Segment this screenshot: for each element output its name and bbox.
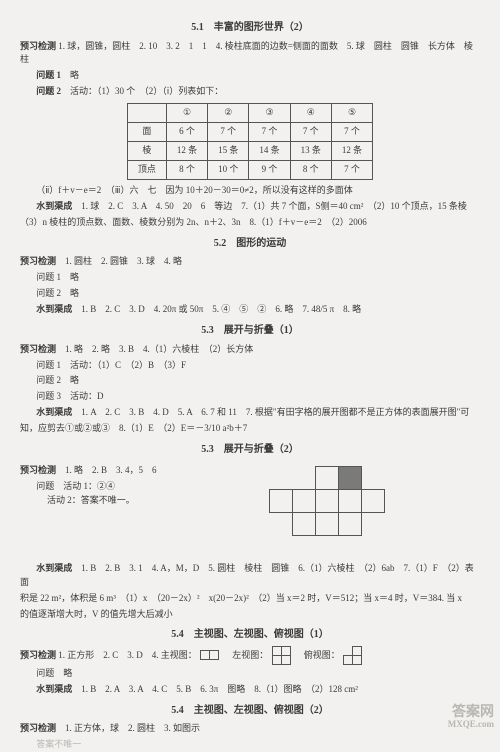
after-table-5-1: （ⅱ）f＋v－e＝2 （ⅲ）六 七 因为 10＋20－30＝0≠2，所以没有这样…: [20, 184, 480, 198]
section-title-5-4b: 5.4 主视图、左视图、俯视图（2）: [20, 703, 480, 719]
q2-5-2: 问题 2 略: [20, 287, 480, 301]
table-header: ②: [208, 104, 249, 123]
shui-5-4a: 水到渠成 1. B 2. A 3. A 4. C 5. B 6. 3π 图略 8…: [20, 683, 480, 697]
shui-5-3a-2: 知，应剪去①或②或③ 8.（1）E （2）E＝－3/10 a²b＋7: [20, 422, 480, 436]
watermark-line2: MXQE.com: [448, 720, 494, 730]
section-title-5-2: 5.2 图形的运动: [20, 236, 480, 252]
shui-text-1: 1. 球 2. C 3. A 4. 50 20 6 等边 7.（1）共 7 个面…: [81, 201, 467, 211]
pretest-text: 1. 正方体，球 2. 圆柱 3. 如图示: [65, 723, 200, 733]
pretest-lead: 1. 正方形 2. C 3. D 4. 主视图：: [58, 650, 197, 660]
q2-label: 问题 2: [36, 86, 61, 96]
table-header-row: ① ② ③ ④ ⑤: [127, 104, 372, 123]
shui-label: 水到渠成: [36, 407, 72, 417]
table-header: ④: [290, 104, 331, 123]
section-title-5-3b: 5.3 展开与折叠（2）: [20, 442, 480, 458]
shui-5-3b-1: 水到渠成 1. B 2. B 3. 1 4. A，M，D 5. 圆柱 棱柱 圆锥…: [20, 562, 480, 590]
pretest-label: 预习检测: [20, 256, 56, 266]
shui-label: 水到渠成: [36, 684, 72, 694]
q1-5-2: 问题 1 略: [20, 271, 480, 285]
q-5-4a: 问题 略: [20, 667, 480, 681]
q2-text: 活动：（1）30 个 （2）（ⅰ）列表如下：: [70, 86, 223, 96]
shui-5-3b-2: 积是 22 m²，体积是 6 m³ （1）x （20－2x）² x(20－2x)…: [20, 592, 480, 606]
section-title-5-1: 5.1 丰富的图形世界（2）: [20, 20, 480, 36]
pretest-label: 预习检测: [20, 650, 56, 660]
pretest-5-2: 预习检测 1. 圆柱 2. 圆锥 3. 球 4. 略: [20, 255, 480, 269]
net-diagram: [269, 466, 389, 556]
left-view-label: 左视图：: [223, 650, 268, 660]
q1-label: 问题 1: [36, 70, 61, 80]
table-header: ⑤: [331, 104, 372, 123]
pretest-5-3a: 预习检测 1. 略 2. 略 3. B 4.（1）六棱柱 （2）长方体: [20, 343, 480, 357]
shui-label: 水到渠成: [36, 201, 72, 211]
pretest-text: 1. 球，圆锥，圆柱 2. 10 3. 2 1 1 4. 棱柱底面的边数=侧面的…: [20, 41, 473, 65]
table-row: 棱12 条15 条14 条13 条12 条: [127, 142, 372, 161]
pretest-label: 预习检测: [20, 723, 56, 733]
pretest-5-1: 预习检测 1. 球，圆锥，圆柱 2. 10 3. 2 1 1 4. 棱柱底面的边…: [20, 40, 480, 68]
table-header: ①: [166, 104, 207, 123]
q3-5-3a: 问题 3 活动：D: [20, 390, 480, 404]
polyhedron-table: ① ② ③ ④ ⑤ 面6 个7 个7 个7 个7 个 棱12 条15 条14 条…: [127, 103, 373, 180]
top-view-icon: [344, 647, 362, 665]
q1-5-3a: 问题 1 活动：（1）C （2）B （3）F: [20, 359, 480, 373]
shui-5-3a-1: 水到渠成 1. A 2. C 3. B 4. D 5. A 6. 7 和 11 …: [20, 406, 480, 420]
shui-5-1-line1: 水到渠成 1. 球 2. C 3. A 4. 50 20 6 等边 7.（1）共…: [20, 200, 480, 214]
pretest-5-4a: 预习检测 1. 正方形 2. C 3. D 4. 主视图： 左视图： 俯视图：: [20, 647, 480, 665]
shui-5-3b-3: 的值逐渐增大时，V 的值先增大后减小: [20, 608, 480, 622]
pretest-5-4b: 预习检测 1. 正方体，球 2. 圆柱 3. 如图示: [20, 722, 480, 736]
table-row: 面6 个7 个7 个7 个7 个: [127, 123, 372, 142]
section-title-5-3a: 5.3 展开与折叠（1）: [20, 323, 480, 339]
shui-5-1-line2: （3）n 棱柱的顶点数、面数、棱数分别为 2n、n＋2、3n 8.（1）f＋v－…: [20, 216, 480, 230]
table-header: ③: [249, 104, 290, 123]
pretest-5-3b: 预习检测 1. 略 2. B 3. 4，5 6: [20, 464, 170, 478]
pretest-label: 预习检测: [20, 41, 56, 51]
pretest-text: 1. 略 2. 略 3. B 4.（1）六棱柱 （2）长方体: [65, 344, 253, 354]
pretest-label: 预习检测: [20, 465, 56, 475]
main-view-icon: [201, 651, 219, 660]
watermark: 答案网 MXQE.com: [448, 705, 494, 730]
shui-text: 1. B 2. A 3. A 4. C 5. B 6. 3π 图略 8.（1）图…: [81, 684, 358, 694]
section-title-5-4a: 5.4 主视图、左视图、俯视图（1）: [20, 627, 480, 643]
q1-text: 略: [70, 70, 79, 80]
shui-text-1: 1. B 2. B 3. 1 4. A，M，D 5. 圆柱 棱柱 圆锥 6.（1…: [20, 563, 474, 587]
shui-label: 水到渠成: [36, 304, 72, 314]
q2-5-1: 问题 2 活动：（1）30 个 （2）（ⅰ）列表如下：: [20, 85, 480, 99]
shui-text-1: 1. A 2. C 3. B 4. D 5. A 6. 7 和 11 7. 根据…: [81, 407, 469, 417]
faint-note: 答案不唯一: [20, 738, 480, 752]
q-5-3b: 问题 活动 1：②④ 活动 2：答案不唯一。: [20, 480, 170, 508]
table-row: 顶点8 个10 个9 个8 个7 个: [127, 161, 372, 180]
q1-5-1: 问题 1 略: [20, 69, 480, 83]
shui-text: 1. B 2. C 3. D 4. 20π 或 50π 5. ④ ⑤ ② 6. …: [81, 304, 361, 314]
pretest-label: 预习检测: [20, 344, 56, 354]
q2-5-3a: 问题 2 略: [20, 374, 480, 388]
left-view-icon: [273, 647, 291, 665]
table-header: [127, 104, 166, 123]
pretest-text: 1. 圆柱 2. 圆锥 3. 球 4. 略: [65, 256, 182, 266]
shui-label: 水到渠成: [36, 563, 72, 573]
pretest-text: 1. 略 2. B 3. 4，5 6: [65, 465, 157, 475]
shui-5-2: 水到渠成 1. B 2. C 3. D 4. 20π 或 50π 5. ④ ⑤ …: [20, 303, 480, 317]
top-view-label: 俯视图：: [295, 650, 340, 660]
watermark-line1: 答案网: [448, 705, 494, 720]
